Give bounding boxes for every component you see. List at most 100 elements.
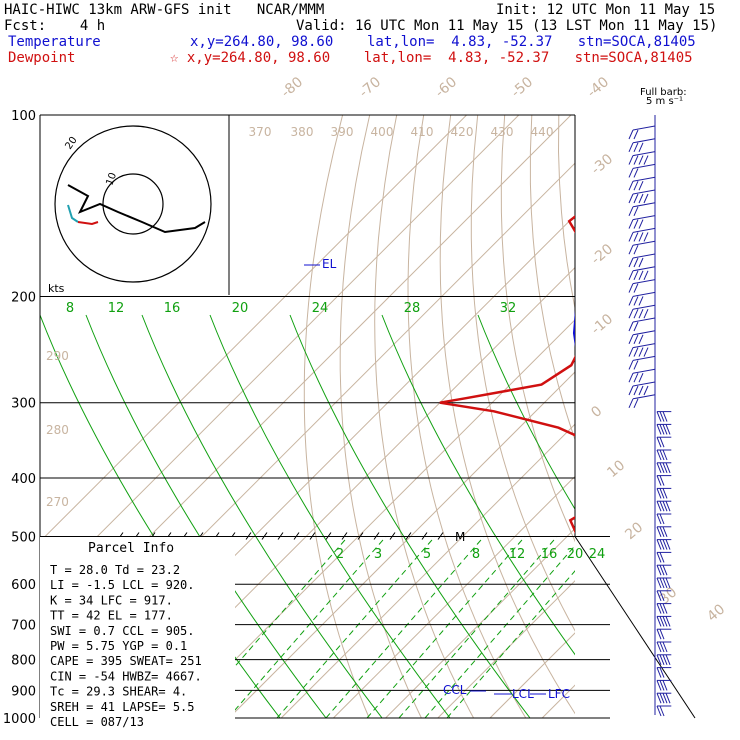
wind-barb-flag [656, 501, 662, 512]
wind-barb-flag [659, 449, 665, 461]
wind-barb [632, 227, 656, 233]
wind-barb-flag [662, 565, 668, 576]
theta-label-440: 440 [531, 125, 554, 139]
wind-barb-flag [628, 206, 634, 217]
moist-label-20: 20 [232, 301, 249, 316]
wind-barb-flag [628, 244, 634, 255]
stats-row: Tc = 29.3 SHEAR= 4. [50, 685, 187, 699]
wind-barb-flag [659, 501, 665, 512]
plot-right-slant [574, 536, 696, 719]
theta-label-420: 420 [451, 125, 474, 139]
isobar-500-tick [405, 532, 412, 540]
wind-barb-flag [659, 488, 665, 499]
isobar-500-tick [325, 532, 332, 540]
barb-legend-line1: Full barb: [640, 87, 687, 98]
mixing-ratio-label-8: 8 [472, 547, 480, 562]
dewpoint-trace [439, 215, 575, 534]
dry-adiabat-270 [374, 115, 475, 719]
wind-barb-flag [628, 193, 634, 204]
wind-barb-flag [633, 244, 639, 255]
wind-barb-flag [633, 360, 639, 370]
isotherm-0 [489, 632, 575, 719]
wind-barb-flag [659, 590, 665, 601]
wind-barb-flag [659, 577, 665, 589]
wind-barb-flag [656, 437, 662, 448]
wind-barb-flag [628, 283, 634, 293]
wind-barb-flag [628, 142, 634, 153]
isotherm-label--40: -40 [584, 74, 612, 101]
wind-barb [632, 202, 656, 208]
mixing-ratio-label-12: 12 [509, 547, 526, 562]
isobar-500-tick [245, 532, 252, 540]
wind-barb-flag [633, 385, 639, 396]
wind-barb-flag [633, 308, 639, 319]
temperature-location-info: x,y=264.80, 98.60 lat,lon= 4.83, -52.37 … [190, 34, 696, 50]
wind-barb-flag [665, 616, 671, 627]
theta-label-290: 290 [46, 349, 69, 363]
isotherm-30 [647, 115, 740, 718]
theta-label-410: 410 [411, 125, 434, 139]
moist-label-32: 32 [500, 301, 517, 316]
isobar-500-tick [261, 532, 268, 540]
wind-barb-flag [656, 641, 662, 653]
wind-barb [632, 253, 656, 259]
pressure-tick-500: 500 [11, 530, 36, 545]
wind-barb [632, 240, 656, 246]
mixing-ratio-label-3: 3 [374, 547, 382, 562]
temperature-trace [572, 309, 575, 348]
wind-barb-flag [656, 411, 662, 422]
theta-label-270: 270 [46, 495, 69, 509]
wind-barb [632, 189, 656, 195]
wind-barb-flag [643, 270, 649, 281]
isotherm-20 [594, 115, 740, 718]
hodograph-ring-20 [54, 125, 212, 283]
wind-barb-flag [659, 539, 665, 550]
wind-barb-flag [633, 398, 639, 409]
wind-barb-flag [662, 680, 668, 691]
pressure-tick-800: 800 [11, 654, 36, 669]
isotherm-label--20: -20 [588, 241, 616, 268]
wind-barb-flag [656, 565, 662, 576]
wind-barb-flag [659, 654, 665, 665]
wind-barb-flag [633, 372, 639, 383]
annotation-lfc: LFC [548, 687, 570, 701]
wind-barb-flag [662, 424, 668, 435]
wind-barb-flag [633, 193, 639, 204]
wind-barb-flag [638, 180, 644, 191]
forecast-hour: Fcst: 4 h [4, 18, 106, 34]
mixing-ratio-line-8 [325, 536, 485, 719]
moist-label-12: 12 [108, 301, 125, 316]
wind-barb-flag [659, 641, 665, 653]
dry-adiabat-280 [407, 115, 527, 719]
wind-barb-flag [638, 232, 644, 242]
wind-barb-flag [659, 693, 665, 704]
wind-barb-flag [662, 654, 668, 665]
isobar-500-tick [277, 532, 284, 540]
moist-adiabat-12 [85, 314, 327, 719]
stats-heading: Parcel Info [88, 541, 174, 556]
isobar-500-tick [309, 532, 316, 540]
wind-barb [632, 125, 656, 131]
theta-label-390: 390 [331, 125, 354, 139]
wind-barb-flag [633, 283, 639, 293]
wind-barb-flag [633, 232, 639, 242]
wind-barb-flag [656, 488, 662, 499]
parcel-annotations: EL M CCL LCL LFC [304, 257, 570, 701]
mixing-ratio-line-5 [276, 536, 436, 719]
dry-adiabat-330 [557, 115, 575, 311]
wind-barb-flag [643, 155, 649, 165]
stats-row: PW = 5.75 YGP = 0.1 [50, 639, 187, 653]
isotherm-label--70: -70 [356, 74, 384, 101]
wind-barb-flag [656, 680, 662, 691]
wind-barb-flag [662, 693, 668, 704]
wind-barb-flag [665, 539, 671, 550]
wind-barb-flag [659, 526, 665, 537]
mixing-ratio-label-16: 16 [541, 547, 558, 562]
wind-barb-flag [656, 449, 662, 461]
moist-adiabat-20 [209, 314, 451, 719]
temperature-legend: Temperature [8, 34, 101, 50]
hodograph-trace-surface [77, 221, 99, 226]
wind-barb-flag [665, 462, 671, 473]
wind-barb-flag [662, 462, 668, 473]
